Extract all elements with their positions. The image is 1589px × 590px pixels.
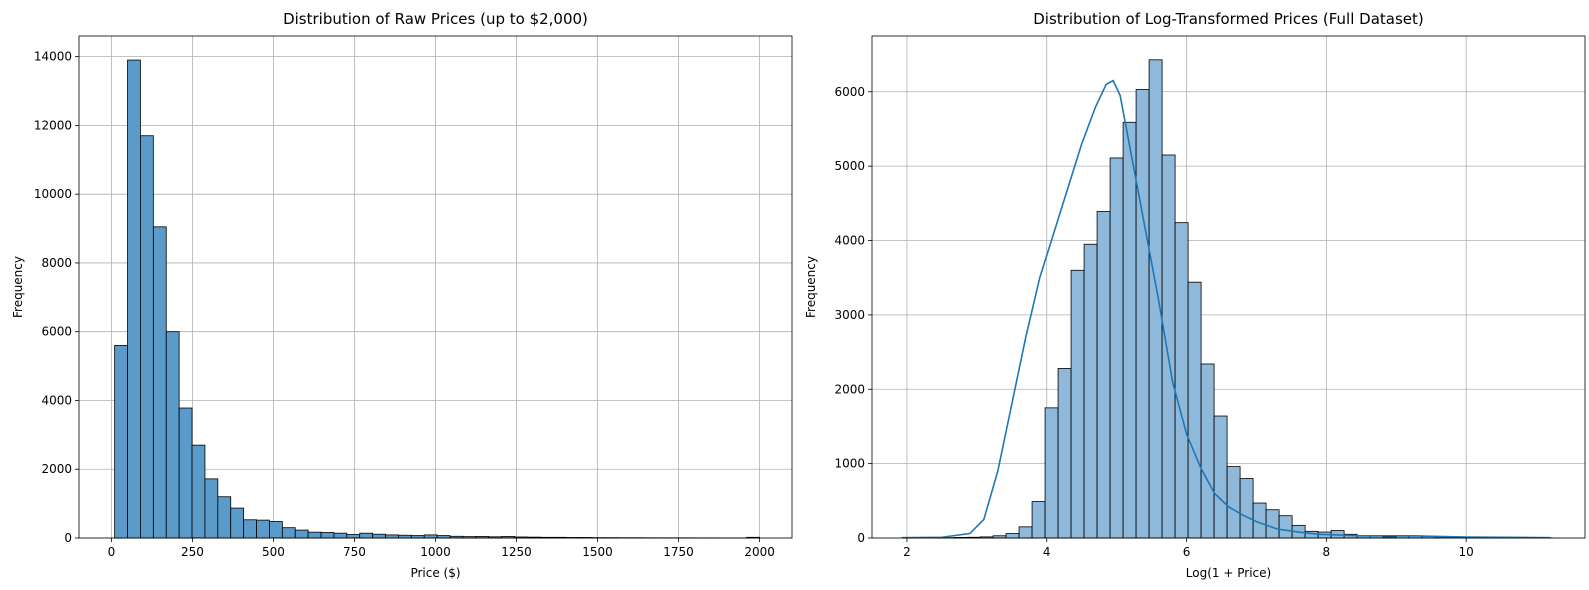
x-tick-label: 500	[262, 545, 285, 559]
grid	[872, 36, 1585, 539]
histogram-bar	[281, 527, 296, 539]
histogram-bar	[140, 135, 154, 539]
histogram-bar	[127, 59, 141, 539]
x-tick-label: 4	[1043, 545, 1051, 559]
histogram-bar	[1096, 211, 1111, 539]
chart-title: Distribution of Log-Transformed Prices (…	[1033, 10, 1424, 28]
histogram-bar	[1031, 501, 1046, 539]
histogram-bar	[1018, 526, 1033, 539]
x-tick-label: 750	[343, 545, 366, 559]
x-tick-label: 2	[903, 545, 911, 559]
y-tick-label: 6000	[834, 85, 865, 99]
histogram-bar	[243, 519, 257, 539]
histogram-bar	[346, 534, 361, 539]
histogram-bar	[152, 226, 167, 539]
histogram-bar	[1083, 243, 1098, 539]
histogram-bar	[1239, 478, 1254, 539]
x-tick-label: 8	[1323, 545, 1331, 559]
x-axis-label: Log(1 + Price)	[1186, 566, 1271, 580]
histogram-bar	[1278, 515, 1293, 539]
log-price-histogram-panel: 2 4 6 8 10 0 1000 2000 3000 4000 5000 6000 Distribu…	[804, 10, 1586, 580]
x-tick-label: 1750	[663, 545, 694, 559]
histogram-bar	[359, 532, 374, 539]
kde-curve	[902, 79, 1551, 539]
chart-title: Distribution of Raw Prices (up to $2,000…	[283, 10, 588, 28]
y-tick-label: 6000	[41, 325, 72, 339]
histogram-bar	[191, 444, 206, 539]
y-tick-label: 2000	[41, 462, 72, 476]
histogram-bar	[204, 478, 219, 539]
histogram-bar	[217, 496, 232, 539]
histogram-bar	[307, 531, 322, 539]
plot-frame	[871, 35, 1586, 539]
histogram-bar	[294, 529, 309, 539]
histogram-bar	[1122, 121, 1137, 539]
histogram-bar	[1200, 363, 1215, 539]
histogram-bar	[1005, 533, 1020, 539]
x-tick-label: 0	[108, 545, 116, 559]
histogram-bar	[1265, 509, 1280, 539]
y-tick-label: 0	[857, 531, 865, 545]
histogram-bar	[398, 534, 412, 539]
y-tick-label: 14000	[34, 50, 72, 64]
x-tick-label: 250	[181, 545, 204, 559]
y-tick-label: 4000	[41, 393, 72, 407]
y-tick-label: 8000	[41, 256, 72, 270]
histogram-bar	[1135, 89, 1150, 539]
axis-ticks: 0 250 500 750 1000 1250 1500 1750 2000 0 2000 4000 6…	[34, 50, 775, 559]
y-tick-label: 3000	[834, 308, 865, 322]
histogram-bar	[372, 533, 386, 539]
kde-line	[902, 79, 1551, 539]
x-axis-label: Price ($)	[410, 566, 460, 580]
histogram-bar	[1109, 157, 1124, 539]
y-tick-label: 2000	[834, 382, 865, 396]
histogram-bar	[165, 331, 180, 539]
x-tick-label: 1500	[582, 545, 613, 559]
y-tick-label: 5000	[834, 159, 865, 173]
x-tick-label: 10	[1459, 545, 1474, 559]
histogram-bar	[114, 345, 128, 539]
y-axis-label: Frequency	[11, 256, 25, 318]
histogram-bar	[1174, 222, 1189, 539]
histogram-bar	[423, 534, 438, 539]
y-tick-label: 0	[64, 531, 72, 545]
histogram-bar	[1148, 59, 1163, 539]
histogram-bar	[230, 507, 245, 539]
histogram-bar	[256, 519, 270, 539]
plot-frame	[78, 35, 793, 539]
y-tick-label: 12000	[34, 118, 72, 132]
x-tick-label: 1000	[420, 545, 451, 559]
histogram-bar	[269, 521, 283, 539]
x-tick-label: 6	[1183, 545, 1191, 559]
y-tick-label: 1000	[834, 457, 865, 471]
x-tick-label: 1250	[501, 545, 532, 559]
histogram-bar	[1226, 466, 1241, 539]
histogram-bar	[1187, 281, 1202, 539]
histogram-bar	[1044, 407, 1059, 539]
y-tick-label: 10000	[34, 187, 72, 201]
y-tick-label: 4000	[834, 234, 865, 248]
x-tick-label: 2000	[744, 545, 775, 559]
histogram-bar	[320, 532, 335, 539]
histogram-bars	[114, 59, 760, 539]
histogram-bar	[1213, 415, 1228, 539]
histogram-bar	[1070, 269, 1085, 539]
raw-price-histogram-panel: 0 250 500 750 1000 1250 1500 1750 2000 0 2000 4000 6…	[11, 10, 793, 580]
histogram-bar	[1161, 154, 1176, 539]
histogram-bar	[385, 534, 399, 539]
histogram-bar	[1057, 368, 1072, 539]
histogram-bar	[178, 407, 193, 539]
histogram-bar	[333, 532, 348, 539]
axis-ticks: 2 4 6 8 10 0 1000 2000 3000 4000 5000 6000	[834, 85, 1473, 559]
y-axis-label: Frequency	[804, 256, 818, 318]
